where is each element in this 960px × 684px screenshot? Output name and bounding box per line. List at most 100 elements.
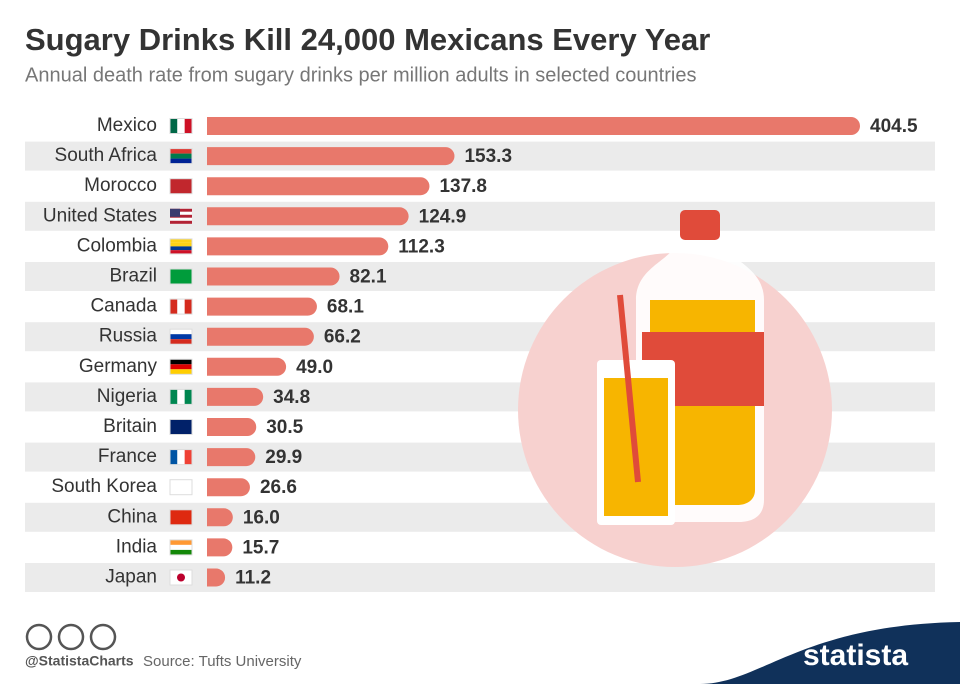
flag-stripe xyxy=(170,148,192,154)
flag xyxy=(169,298,193,315)
flag-dot xyxy=(177,573,185,582)
bar xyxy=(207,357,287,376)
flag-border xyxy=(169,479,193,496)
flag xyxy=(169,328,193,345)
flag-border xyxy=(169,328,193,345)
flag-stripe xyxy=(170,158,192,164)
value-label: 153.3 xyxy=(464,146,512,167)
flag-stripe xyxy=(170,178,192,194)
row-background xyxy=(25,201,935,231)
category-label: Japan xyxy=(105,567,157,588)
flag-stripe xyxy=(184,299,192,315)
flag-stripe xyxy=(177,299,185,315)
flag xyxy=(169,479,193,496)
bar xyxy=(207,237,389,256)
flag-stripe xyxy=(177,389,185,405)
bar xyxy=(207,327,314,346)
flag-stripe xyxy=(170,208,192,212)
bar xyxy=(207,418,257,436)
flag-stripe xyxy=(170,539,192,545)
flag-stripe xyxy=(170,359,192,365)
value-label: 66.2 xyxy=(324,327,361,348)
bar xyxy=(207,267,340,286)
flag-stripe xyxy=(170,419,192,435)
flag-stripe xyxy=(170,217,192,221)
flag-stripe xyxy=(170,479,192,495)
value-label: 82.1 xyxy=(350,267,387,288)
bar xyxy=(207,478,250,497)
flag-border xyxy=(169,268,193,285)
flag-border xyxy=(169,178,193,195)
value-label: 15.7 xyxy=(242,537,279,558)
value-label: 137.8 xyxy=(439,176,487,197)
brand-wave xyxy=(700,622,960,684)
flag-border xyxy=(169,509,193,526)
category-label: Britain xyxy=(103,416,157,437)
bar xyxy=(207,147,455,166)
flag-stripe xyxy=(170,364,192,370)
row-background xyxy=(25,502,935,532)
bar xyxy=(207,568,226,587)
value-label: 404.5 xyxy=(870,116,918,137)
flag-border xyxy=(169,118,193,134)
flag-stripe xyxy=(177,118,185,134)
flag xyxy=(169,388,193,405)
flag-stripe xyxy=(170,369,192,375)
flag-border xyxy=(169,388,193,405)
value-label: 112.3 xyxy=(398,236,445,257)
footer-source: Source: Tufts University xyxy=(143,653,302,670)
bar xyxy=(207,207,409,226)
flag-border xyxy=(169,298,193,315)
flag-stripe xyxy=(184,389,192,405)
value-label: 29.9 xyxy=(265,447,302,468)
flag-stripe xyxy=(170,238,192,243)
value-label: 124.9 xyxy=(419,206,467,227)
value-label: 68.1 xyxy=(327,297,364,318)
category-label: United States xyxy=(43,205,157,226)
category-label: India xyxy=(116,536,158,557)
category-label: Mexico xyxy=(97,115,157,136)
category-label: Germany xyxy=(79,356,158,377)
flag xyxy=(169,238,193,255)
flag-stripe xyxy=(170,329,192,335)
category-label: Colombia xyxy=(77,235,158,256)
bar xyxy=(207,538,233,557)
flag-border xyxy=(169,238,193,255)
flag-stripe xyxy=(170,544,192,550)
value-label: 30.5 xyxy=(266,417,303,438)
flag-stripe xyxy=(170,509,192,525)
category-label: France xyxy=(98,446,157,467)
flag xyxy=(169,358,193,375)
row-background xyxy=(25,563,935,592)
brand-logo: statista xyxy=(803,639,908,672)
flag-stripe xyxy=(170,250,192,254)
flag-stripe xyxy=(170,299,178,315)
flag xyxy=(169,419,193,435)
category-label: Brazil xyxy=(109,266,157,287)
flag xyxy=(169,148,193,165)
bar xyxy=(207,297,317,316)
illustration xyxy=(518,210,832,567)
bar xyxy=(207,387,264,406)
bar xyxy=(207,508,233,527)
flag xyxy=(169,539,193,556)
row-background xyxy=(25,262,935,291)
footer-handle: @StatistaCharts xyxy=(25,653,134,669)
flag-stripe xyxy=(170,214,192,218)
footer-icons xyxy=(25,623,117,651)
flag-border xyxy=(169,358,193,375)
flag-stripe xyxy=(170,269,192,284)
flag-stripe xyxy=(170,118,178,134)
flag-stripe xyxy=(170,549,192,555)
flag xyxy=(170,208,192,224)
flag-stripe xyxy=(170,339,192,345)
flag-stripe xyxy=(170,211,192,215)
flag-stripe xyxy=(170,334,192,340)
flag-stripe xyxy=(170,389,178,405)
flag-border xyxy=(169,539,193,556)
value-label: 16.0 xyxy=(243,507,280,528)
chart-title: Sugary Drinks Kill 24,000 Mexicans Every… xyxy=(25,22,710,57)
category-label: South Korea xyxy=(51,476,157,497)
category-label: South Africa xyxy=(55,145,158,166)
